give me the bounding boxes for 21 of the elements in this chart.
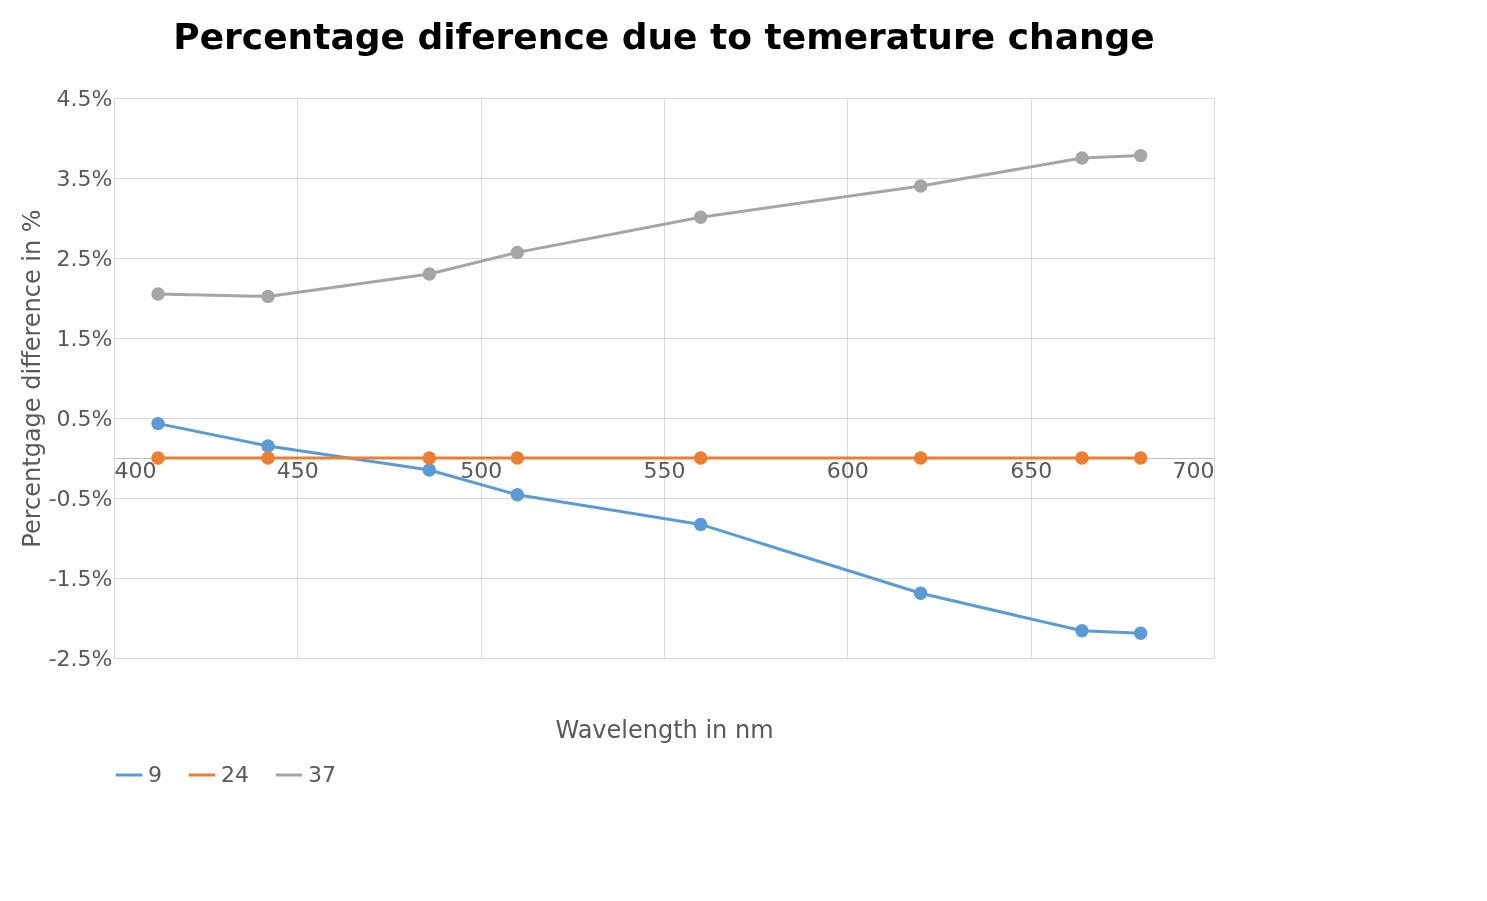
- y-tick-label: 0.5%: [56, 405, 113, 431]
- chart-title: Percentage diference due to temerature change: [173, 16, 1155, 57]
- legend-label: 24: [221, 762, 249, 787]
- x-tick-label: 500: [460, 457, 503, 483]
- x-tick-label: 400: [114, 457, 157, 483]
- y-tick-label: 4.5%: [56, 85, 113, 111]
- legend-label: 37: [308, 762, 336, 787]
- legend-label: 9: [148, 762, 162, 787]
- y-axis-title: Percentgage difference in %: [17, 209, 46, 548]
- y-tick-label: 3.5%: [56, 165, 113, 191]
- x-tick-label: 450: [276, 457, 319, 483]
- x-tick-label: 700: [1172, 457, 1215, 483]
- y-tick-label: 2.5%: [56, 245, 113, 271]
- y-tick-label: -2.5%: [48, 645, 113, 671]
- y-tick-label: -1.5%: [48, 565, 113, 591]
- x-axis-title: Wavelength in nm: [555, 715, 774, 744]
- x-tick-label: 550: [643, 457, 686, 483]
- y-tick-label: -0.5%: [48, 485, 113, 511]
- x-tick-label: 650: [1010, 457, 1053, 483]
- x-tick-label: 600: [826, 457, 869, 483]
- y-tick-label: 1.5%: [56, 325, 113, 351]
